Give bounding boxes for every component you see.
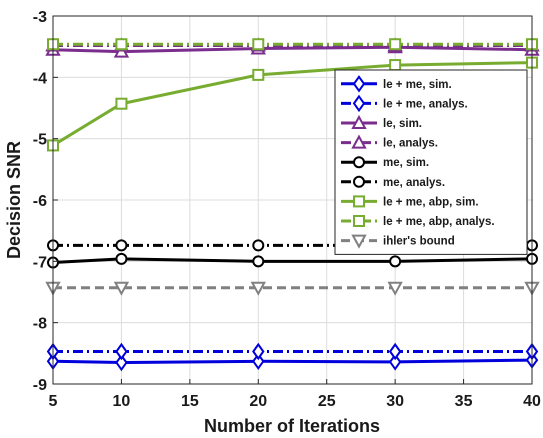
y-tick-label: -4 bbox=[33, 70, 47, 87]
x-tick-label: 5 bbox=[49, 393, 58, 410]
data-point bbox=[115, 38, 128, 51]
data-point bbox=[115, 353, 128, 372]
data-point bbox=[115, 239, 128, 252]
x-tick-label: 35 bbox=[455, 393, 473, 410]
y-tick-label: -3 bbox=[33, 9, 47, 26]
legend-marker bbox=[352, 94, 366, 113]
legend-marker bbox=[351, 134, 367, 149]
legend-marker bbox=[351, 114, 367, 129]
x-axis-label: Number of Iterations bbox=[204, 416, 380, 436]
y-tick-label: -7 bbox=[33, 254, 47, 271]
data-point bbox=[115, 252, 128, 265]
legend-marker bbox=[352, 75, 366, 93]
x-tick-label: 20 bbox=[249, 393, 267, 410]
data-point bbox=[115, 342, 128, 361]
legend-label: le + me, abp, analys. bbox=[383, 216, 495, 228]
y-tick-label: -6 bbox=[33, 193, 47, 210]
legend-label: le + me, sim. bbox=[383, 79, 452, 91]
legend-label: ihler's bound bbox=[383, 236, 455, 248]
y-tick-label: -5 bbox=[33, 132, 47, 149]
legend-marker bbox=[353, 156, 365, 169]
data-point bbox=[388, 342, 402, 361]
legend-label: me, sim. bbox=[383, 157, 429, 169]
legend-label: le, sim. bbox=[383, 118, 422, 130]
y-tick-label: -8 bbox=[33, 316, 47, 333]
legend-label: le, analys. bbox=[383, 138, 438, 150]
data-point bbox=[252, 255, 265, 268]
series-8 bbox=[45, 281, 540, 296]
data-point bbox=[250, 281, 266, 296]
data-point bbox=[389, 38, 402, 51]
legend-marker bbox=[351, 234, 367, 249]
data-point bbox=[252, 352, 265, 371]
data-point bbox=[252, 239, 265, 252]
legend-marker bbox=[353, 195, 365, 208]
data-point bbox=[113, 281, 130, 296]
data-point bbox=[252, 38, 265, 51]
data-point bbox=[387, 281, 403, 296]
x-tick-label: 25 bbox=[318, 393, 336, 410]
y-tick-label: -9 bbox=[33, 377, 47, 394]
data-point bbox=[115, 97, 128, 110]
x-tick-label: 40 bbox=[523, 393, 541, 410]
data-point bbox=[388, 353, 402, 371]
data-point bbox=[389, 59, 402, 72]
x-tick-label: 10 bbox=[113, 393, 131, 410]
data-point bbox=[252, 68, 265, 81]
legend-label: me, analys. bbox=[383, 177, 445, 189]
x-tick-label: 15 bbox=[181, 393, 199, 410]
legend-marker bbox=[353, 175, 365, 188]
legend-marker bbox=[353, 215, 365, 227]
data-point bbox=[389, 255, 402, 268]
legend-label: le + me, abp, sim. bbox=[383, 196, 479, 208]
legend-label: le + me, analys. bbox=[383, 98, 468, 110]
data-point bbox=[252, 342, 265, 361]
axis-ticks: 5 10 15 20 25 30 35 40 -3 -4 -5 -6 -7 -8 -9 bbox=[33, 9, 541, 410]
y-axis-label: Decision SNR bbox=[4, 141, 24, 259]
legend: le + me, sim. le + me, analys. le, sim. le,… bbox=[334, 69, 528, 255]
x-tick-label: 30 bbox=[386, 393, 404, 410]
